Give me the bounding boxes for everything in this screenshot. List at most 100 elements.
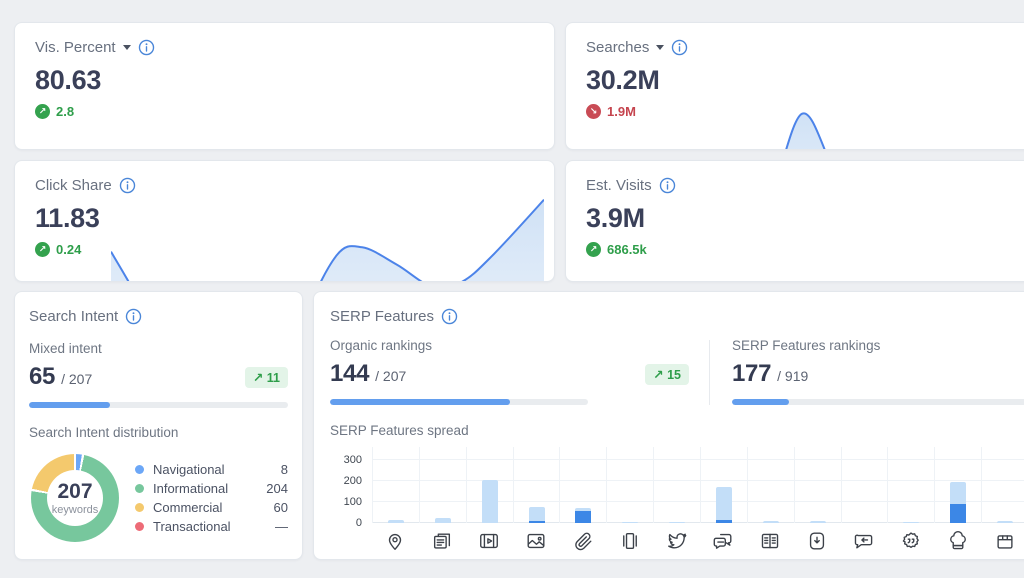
quote-badge-icon[interactable] [887,530,934,552]
gift-icon[interactable] [981,530,1024,552]
stacked-bar [622,522,639,523]
card-title-label: Vis. Percent [35,39,116,56]
serp-features-icons [372,530,1024,552]
feature-column-map-pin[interactable] [372,447,419,523]
stacked-bar [434,517,451,523]
reply-icon[interactable] [841,530,888,552]
info-icon[interactable] [119,177,136,194]
trend-arrow-icon [586,242,601,257]
legend-row-informational: Informational 204 [135,481,288,496]
trend-badge: ↗ 11 [244,366,288,388]
feature-column-video[interactable] [465,447,513,523]
feature-column-quote-badge[interactable] [887,447,934,523]
serp-spread-plot [372,447,1024,523]
chef-hat-icon[interactable] [934,530,981,552]
metric-delta: 0.24 [15,234,554,257]
legend-label: Navigational [153,462,225,477]
legend-label: Transactional [153,519,231,534]
app-install-icon[interactable] [794,530,841,552]
search-intent-card: Search Intent Mixed intent 65 / 207 ↗ 11… [14,291,303,560]
legend-dot-icon [135,484,144,493]
gridline [372,522,1024,523]
search-intent-header: Search Intent [15,292,302,325]
stacked-bar [950,482,967,523]
feature-column-chat[interactable] [700,447,747,523]
feature-column-gift[interactable] [981,447,1024,523]
legend-value: — [275,519,288,534]
images-icon[interactable] [513,530,560,552]
gridline [372,501,1024,502]
info-icon[interactable] [671,39,688,56]
y-axis: 0 100 200 300 [330,447,372,529]
open-book-icon[interactable] [747,530,794,552]
trend-arrow-icon [586,104,601,119]
serp-features-header: SERP Features [314,292,1024,325]
legend-value: 204 [266,481,288,496]
searches-sparkline [674,71,1024,149]
feature-column-paperclip[interactable] [559,447,606,523]
feature-column-news[interactable] [418,447,466,523]
map-pin-icon[interactable] [372,530,419,552]
click-share-sparkline [111,191,544,281]
feature-column-chef-hat[interactable] [934,447,981,523]
metric-delta: 686.5k [566,234,1024,257]
feature-column-open-book[interactable] [746,447,794,523]
twitter-icon[interactable] [653,530,700,552]
chevron-down-icon [656,45,665,54]
feature-column-carousel[interactable] [606,447,653,523]
card-title-label: Click Share [35,177,112,194]
keywords-count: 207 [57,479,93,503]
stacked-bar [809,521,826,523]
chat-icon[interactable] [700,530,747,552]
info-icon[interactable] [138,39,155,56]
legend-label: Informational [153,481,229,496]
organic-rankings-block: Organic rankings 144 / 207 ↗ 15 [330,338,709,405]
card-title-label: SERP Features [330,308,434,325]
stacked-bar [669,521,686,523]
est-visits-header: Est. Visits [566,161,1024,194]
serp-rankings-value: 177 [732,360,772,387]
divider [709,340,710,405]
organic-rankings-total: / 207 [375,368,407,384]
stacked-bar [715,487,732,523]
news-icon[interactable] [419,530,466,552]
mixed-intent-total: / 207 [61,371,93,387]
metric-delta: 1.9M [566,96,1024,119]
intent-donut-chart[interactable]: 207 keywords [31,454,119,542]
organic-rankings-label: Organic rankings [330,338,433,353]
legend-value: 60 [273,500,288,515]
feature-column-images[interactable] [512,447,560,523]
y-tick-label: 0 [355,517,362,529]
legend-dot-icon [135,522,144,531]
paperclip-icon[interactable] [559,530,606,552]
vis-percent-metric-selector[interactable]: Vis. Percent [15,23,554,56]
delta-value: 0.24 [56,242,82,257]
feature-column-reply[interactable] [840,447,888,523]
est-visits-sparkline [660,221,1024,282]
info-icon[interactable] [125,308,142,325]
legend-value: 8 [280,462,288,477]
serp-rankings-label: SERP Features rankings [732,338,881,353]
vis-percent-card: Vis. Percent 80.63 2.8 [14,22,555,150]
trend-badge: ↗ 15 [645,363,689,385]
chevron-down-icon [122,45,131,54]
trend-arrow-icon [35,104,50,119]
trend-arrow-icon [35,242,50,257]
metric-value: 80.63 [35,65,102,95]
video-icon[interactable] [466,530,513,552]
mixed-intent-progress [29,402,288,408]
card-title-label: Est. Visits [586,177,652,194]
carousel-icon[interactable] [606,530,653,552]
info-icon[interactable] [441,308,458,325]
serp-spread-label: SERP Features spread [330,423,469,438]
feature-column-twitter[interactable] [653,447,700,523]
feature-column-app-install[interactable] [793,447,841,523]
est-visits-card: Est. Visits 3.9M 686.5k [565,160,1024,282]
gridline [372,459,1024,460]
stacked-bar [575,508,592,523]
searches-metric-selector[interactable]: Searches [566,23,1024,56]
serp-rankings-progress [732,399,1024,405]
stacked-bar [903,522,920,523]
info-icon[interactable] [659,177,676,194]
